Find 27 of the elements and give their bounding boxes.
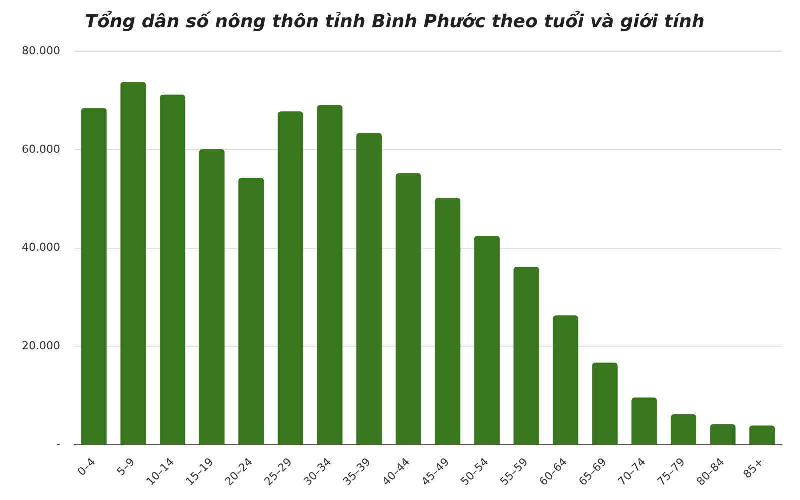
bar xyxy=(199,149,225,444)
bar xyxy=(435,198,461,444)
bar xyxy=(710,424,736,444)
x-tick-label: 0–4 xyxy=(75,456,98,479)
bar xyxy=(238,178,264,444)
chart-title: Tổng dân số nông thôn tỉnh Bình Phước theo tuổi và giới tính xyxy=(85,10,705,32)
bar xyxy=(671,414,696,444)
bar xyxy=(553,316,579,444)
bar xyxy=(474,236,500,444)
y-tick-label: 20.000 xyxy=(22,339,60,352)
bar xyxy=(81,108,107,444)
bar xyxy=(632,398,658,444)
x-tick-label: 5–9 xyxy=(114,456,138,479)
y-tick-label: 40.000 xyxy=(22,241,60,254)
y-tick-label: 60.000 xyxy=(22,142,60,156)
bar xyxy=(160,94,186,444)
bar xyxy=(120,82,146,444)
bar xyxy=(592,362,618,444)
x-tick-label: 85+ xyxy=(740,456,766,482)
bar xyxy=(278,112,304,444)
bar xyxy=(317,105,343,444)
bar xyxy=(356,133,382,444)
bar xyxy=(396,174,422,444)
y-tick-label: 80.000 xyxy=(22,44,60,58)
bar xyxy=(750,426,776,444)
bar xyxy=(514,266,540,444)
y-tick-label: - xyxy=(56,438,61,451)
